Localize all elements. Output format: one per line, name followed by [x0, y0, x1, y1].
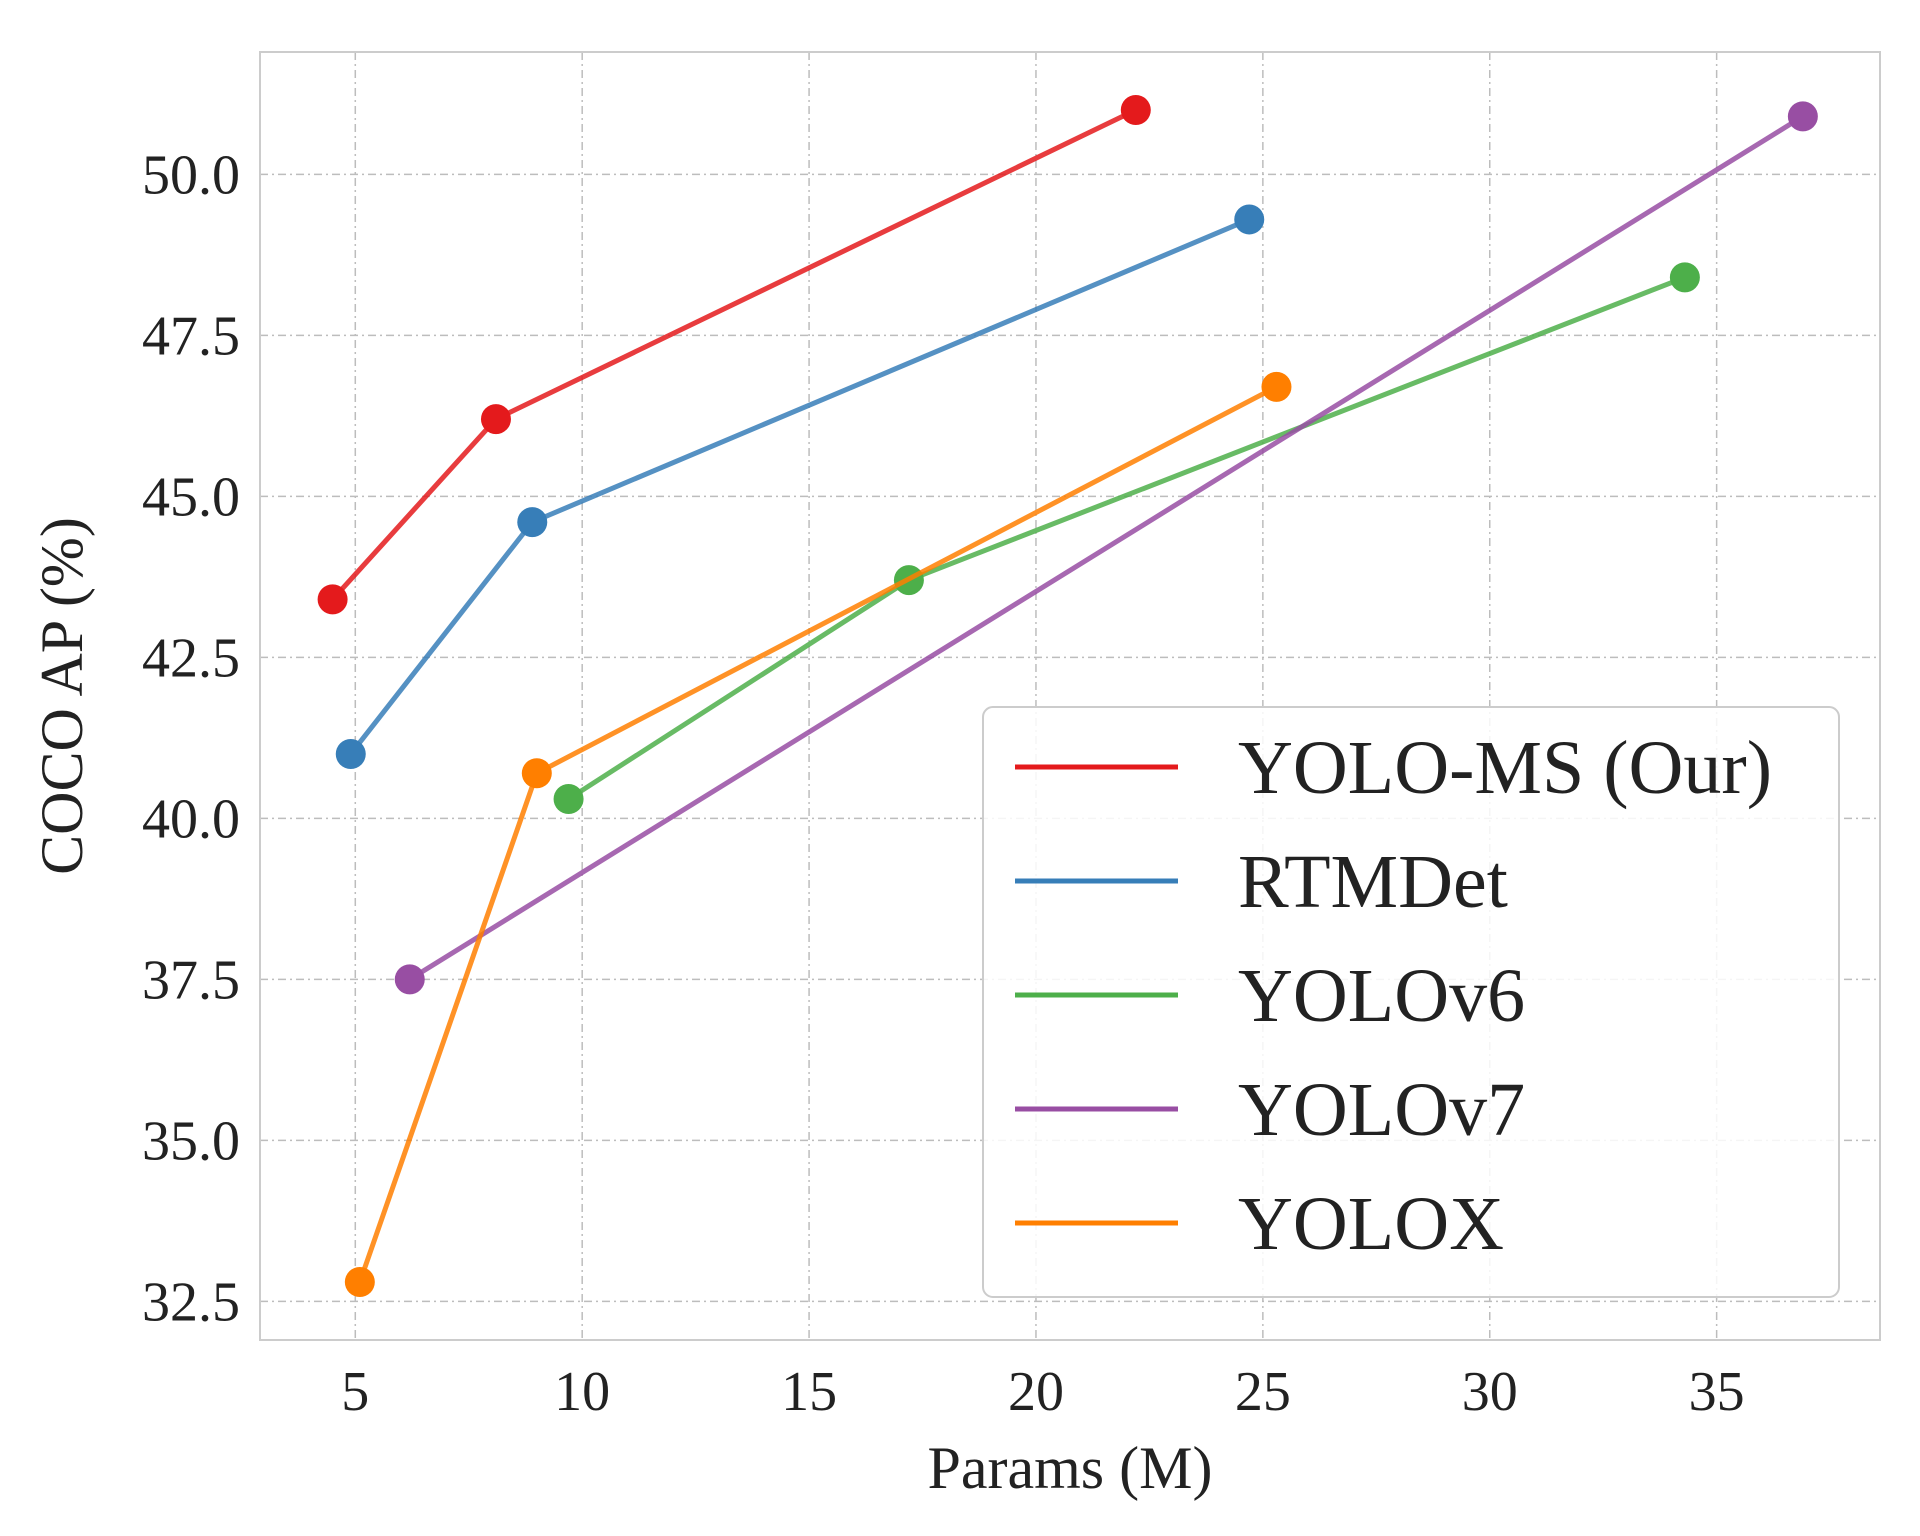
legend-entry: YOLOX	[1015, 1182, 1504, 1266]
data-point	[553, 784, 584, 815]
legend-items: YOLO-MS (Our) RTMDet YOLOv6 YOLOv7 YOLOX	[1015, 726, 1772, 1266]
data-point	[1261, 371, 1292, 402]
legend-entry: YOLOv6	[1015, 954, 1525, 1038]
y-tick-label: 40.0	[142, 788, 240, 850]
series-yolo-ms-our	[317, 94, 1151, 615]
data-point	[1669, 262, 1700, 293]
x-tick-label: 5	[341, 1361, 369, 1423]
data-point	[1120, 94, 1151, 125]
y-axis-ticks: 32.5 35.0 37.5 40.0 42.5 45.0 47.5 50.0	[142, 144, 240, 1333]
legend: YOLO-MS (Our) RTMDet YOLOv6 YOLOv7 YOLOX	[982, 706, 1840, 1298]
data-point	[1787, 101, 1818, 132]
data-point	[344, 1267, 375, 1298]
x-tick-label: 25	[1235, 1361, 1291, 1423]
x-tick-label: 20	[1008, 1361, 1064, 1423]
x-axis-ticks: 5 10 15 20 25 30 35	[341, 1361, 1744, 1423]
grid	[260, 52, 1880, 1340]
y-tick-label: 47.5	[142, 305, 240, 367]
legend-entry: YOLO-MS (Our)	[1015, 726, 1772, 810]
y-tick-label: 32.5	[142, 1271, 240, 1333]
legend-box	[982, 706, 1840, 1298]
data-point	[521, 758, 552, 789]
series-rtmdet	[335, 204, 1265, 769]
legend-label: RTMDet	[1238, 840, 1508, 924]
data-point	[394, 964, 425, 995]
y-tick-label: 50.0	[142, 144, 240, 206]
series-line	[407, 113, 1806, 982]
y-tick-label: 35.0	[142, 1110, 240, 1172]
x-tick-label: 10	[554, 1361, 610, 1423]
data-point	[480, 404, 511, 435]
y-axis-label: COCO AP (%)	[29, 517, 95, 875]
legend-label: YOLOv7	[1238, 1068, 1525, 1152]
series-layer	[317, 94, 1818, 1298]
series-yolox	[344, 371, 1292, 1298]
y-tick-label: 37.5	[142, 949, 240, 1011]
legend-label: YOLOv6	[1238, 954, 1525, 1038]
x-axis-label: Params (M)	[928, 1435, 1213, 1501]
data-point	[517, 507, 548, 538]
series-yolov7	[394, 101, 1818, 995]
legend-label: YOLO-MS (Our)	[1238, 726, 1772, 810]
legend-entry: YOLOv7	[1015, 1068, 1525, 1152]
x-tick-label: 15	[781, 1361, 837, 1423]
legend-entry: RTMDet	[1015, 840, 1508, 924]
y-tick-label: 45.0	[142, 466, 240, 528]
data-point	[1234, 204, 1265, 235]
y-tick-label: 42.5	[142, 627, 240, 689]
data-point	[317, 584, 348, 615]
x-tick-label: 35	[1689, 1361, 1745, 1423]
x-tick-label: 30	[1462, 1361, 1518, 1423]
data-point	[335, 738, 366, 769]
legend-label: YOLOX	[1238, 1182, 1504, 1266]
plot-frame	[259, 51, 1881, 1341]
